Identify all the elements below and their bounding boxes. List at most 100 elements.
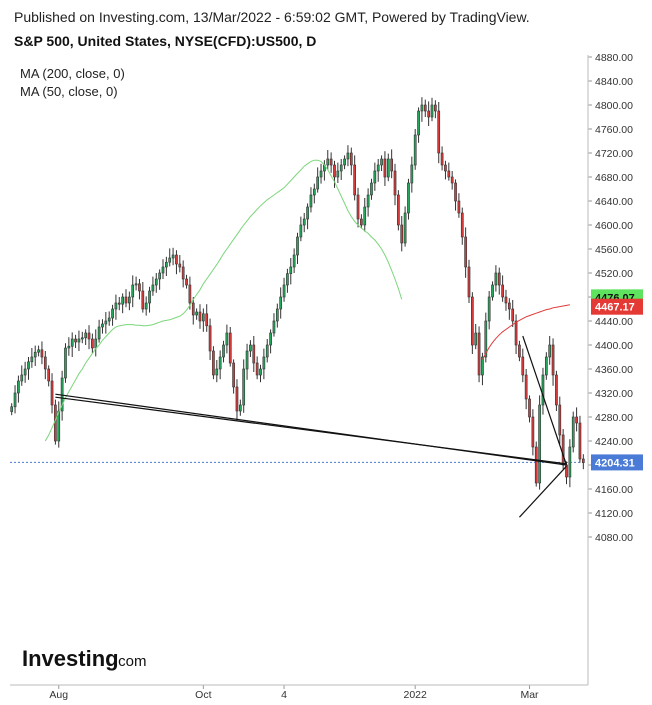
candle-body [507, 302, 511, 310]
trendline [518, 465, 567, 518]
candle-body [141, 290, 145, 310]
candle-body [356, 194, 360, 220]
candle-body [380, 158, 383, 166]
close-last-box-label: 4204.31 [595, 457, 635, 469]
y-tick-label: 4080.00 [595, 532, 633, 544]
candle-body [47, 368, 51, 382]
candle-body [555, 374, 558, 406]
y-tick-label: 4120.00 [595, 508, 633, 520]
investing-logo: Investing .com [22, 646, 147, 671]
candle-body [50, 380, 54, 406]
candle-body [440, 152, 444, 166]
y-tick-label: 4680.00 [595, 172, 633, 184]
candle-body [383, 158, 387, 178]
y-tick-label: 4160.00 [595, 484, 633, 496]
candle-body [400, 224, 404, 244]
candle-body [407, 182, 410, 214]
candle-body [205, 313, 209, 327]
candle-body [242, 368, 246, 406]
candle-body [531, 416, 535, 448]
x-tick-label: Oct [195, 689, 211, 701]
candle-body [302, 218, 306, 226]
candle-body [467, 266, 471, 298]
close-last-box [591, 454, 643, 471]
ma200-last-box [591, 298, 643, 315]
candle-body [481, 356, 484, 376]
candle-body [450, 176, 454, 184]
candle-body [494, 272, 498, 286]
candle-body [464, 236, 467, 268]
candle-body [64, 347, 67, 379]
candle-body [501, 284, 504, 298]
candle-body [185, 278, 188, 286]
axis-lines [10, 55, 589, 686]
candle-body [40, 349, 44, 358]
candle-body [339, 164, 343, 172]
trendline [522, 335, 568, 466]
candle-body [124, 296, 128, 304]
candle-body [430, 104, 434, 118]
candle-body [541, 374, 545, 406]
logo-brand: Investing [22, 646, 119, 671]
candle-body [544, 356, 548, 376]
candle-body [33, 351, 37, 358]
candle-body [393, 170, 397, 196]
candle-body [238, 404, 242, 412]
candles [10, 97, 585, 490]
candle-body [74, 338, 77, 343]
y-tick-label: 4240.00 [595, 436, 633, 448]
x-tick-label: Aug [49, 689, 68, 701]
y-tick-label: 4640.00 [595, 196, 633, 208]
candle-body [386, 158, 390, 178]
candle-body [581, 458, 585, 463]
candle-body [534, 446, 538, 484]
candle-body [390, 158, 393, 172]
candle-body [457, 200, 461, 214]
candle-body [70, 338, 74, 347]
candle-body [198, 311, 202, 322]
candle-body [165, 261, 168, 268]
candle-body [487, 296, 491, 322]
candle-body [423, 104, 427, 112]
y-tick-label: 4760.00 [595, 124, 633, 136]
candle-body [521, 356, 525, 376]
trendlines [55, 335, 568, 518]
candle-body [474, 332, 478, 346]
candle-body [282, 284, 286, 298]
candle-body [460, 212, 464, 238]
candle-body [417, 110, 420, 136]
candle-body [245, 350, 249, 370]
legend-ma200: MA (200, close, 0) [20, 66, 125, 81]
candle-body [292, 254, 296, 268]
y-tick-label: 4560.00 [595, 244, 633, 256]
candle-body [504, 296, 508, 304]
y-tick-label: 4600.00 [595, 220, 633, 232]
candle-body [518, 344, 521, 358]
candle-body [17, 380, 20, 394]
candle-body [511, 308, 515, 322]
y-tick-label: 4520.00 [595, 268, 633, 280]
legend-ma50: MA (50, close, 0) [20, 84, 118, 99]
candle-body [360, 218, 363, 226]
candle-body [346, 152, 350, 160]
candle-body [444, 164, 447, 172]
ma200-last-box-label: 4467.17 [595, 302, 635, 314]
candle-body [222, 344, 225, 358]
candle-body [87, 332, 91, 340]
candle-body [454, 182, 457, 202]
candle-body [80, 337, 84, 340]
y-tick-label: 4880.00 [595, 52, 633, 64]
y-tick-label: 4360.00 [595, 364, 633, 376]
candle-body [84, 332, 88, 339]
candle-body [107, 317, 111, 322]
candle-body [121, 296, 124, 305]
candle-body [528, 398, 531, 418]
candle-body [326, 158, 330, 166]
candle-body [524, 374, 528, 400]
moving-averages [44, 159, 570, 442]
candle-body [20, 374, 24, 382]
published-line: Published on Investing.com, 13/Mar/2022 … [14, 9, 530, 25]
candle-body [259, 368, 262, 376]
